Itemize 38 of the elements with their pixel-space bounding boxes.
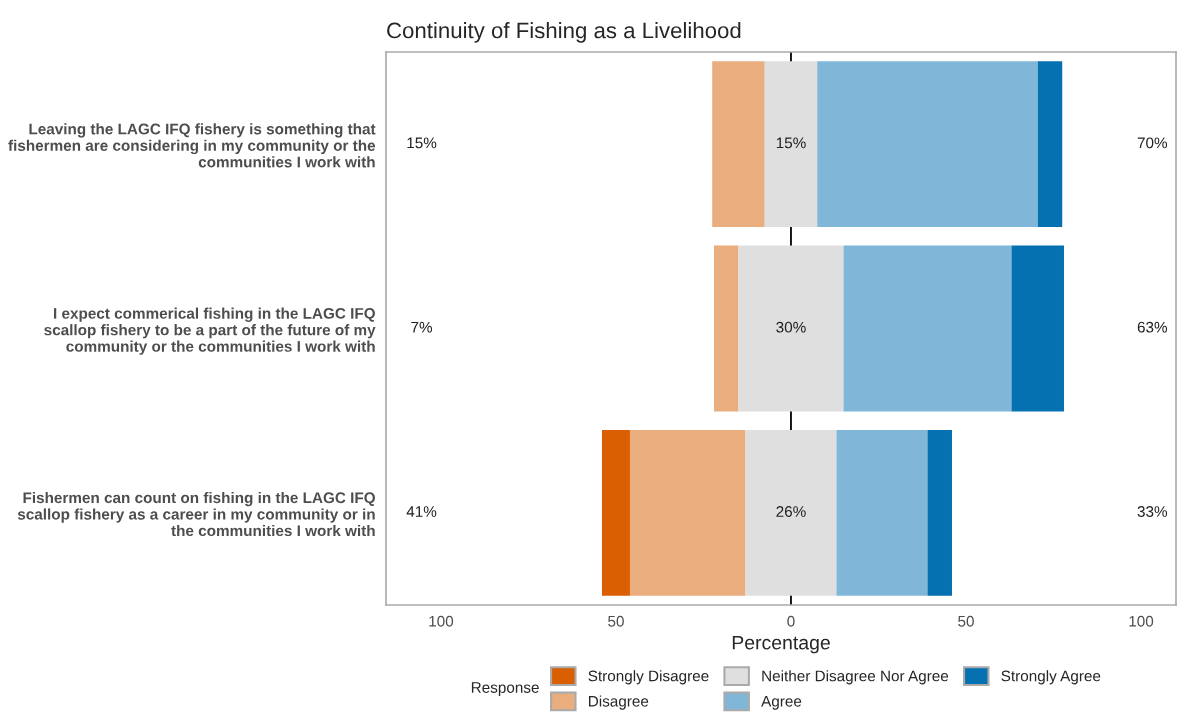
bar: [713, 245, 739, 412]
bar: [843, 245, 1012, 412]
annotation: 15%: [776, 137, 806, 149]
bar: [738, 245, 844, 412]
annotation: 41%: [406, 506, 437, 517]
legend-label: Strongly Agree: [1001, 670, 1101, 685]
bar: [712, 61, 765, 228]
legend-label: Neither Disagree Nor Agree: [762, 670, 949, 685]
legend-label: Disagree: [588, 695, 649, 710]
annotation: 63%: [1137, 321, 1168, 333]
legend-label: Agree: [761, 696, 802, 710]
bar: [927, 429, 952, 596]
legend-label: Strongly Disagree: [588, 670, 709, 685]
bar: [817, 61, 1038, 228]
bar: [745, 429, 837, 596]
x-tick-label: 100: [1129, 615, 1154, 627]
bar: [1011, 245, 1064, 412]
annotation: 15%: [407, 137, 437, 149]
y-tick-label: Leaving the LAGC IFQ fishery is something that fishermen are considering in my community or the communities I work with: [8, 123, 376, 168]
legend-title: Response: [471, 682, 539, 696]
x-tick-label: 100: [429, 615, 454, 627]
x-tick-label: 50: [608, 615, 624, 627]
bar: [836, 429, 928, 596]
x-tick-label: 0: [787, 615, 795, 627]
annotation: 26%: [776, 506, 806, 517]
x-axis-title: Percentage: [732, 635, 830, 654]
bar: [1037, 61, 1063, 228]
y-tick-label: Fishermen can count on fishing in the LAGC IFQ scallop fishery as a career in my community or in the communities I work with: [17, 491, 375, 537]
annotation: 7%: [411, 321, 433, 333]
bar: [764, 61, 818, 228]
annotation: 70%: [1137, 137, 1168, 149]
bar: [629, 429, 746, 596]
y-tick-label: I expect commerical fishing in the LAGC IFQ scallop fishery to be a part of the future of my community or the communities I work with: [44, 307, 376, 355]
annotation: 33%: [1137, 506, 1168, 517]
annotation: 30%: [776, 321, 806, 333]
bar: [601, 429, 630, 596]
x-tick-label: 50: [958, 615, 974, 627]
chart-title: Continuity of Fishing as a Livelihood: [387, 22, 741, 43]
